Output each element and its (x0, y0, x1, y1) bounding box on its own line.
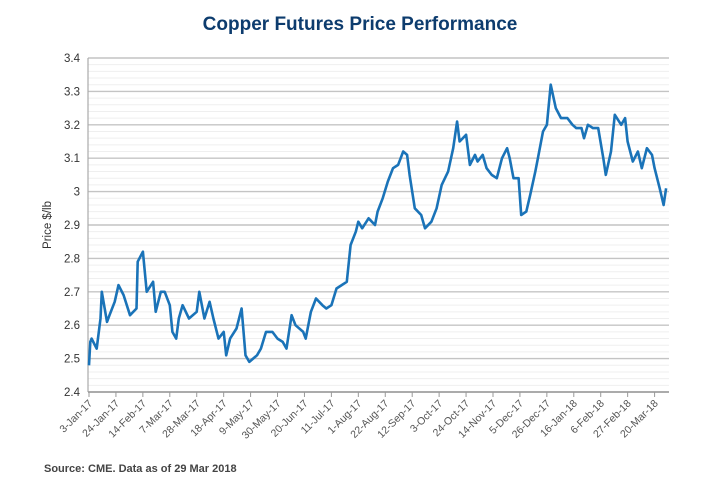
y-tick-label: 3.4 (64, 53, 81, 65)
source-note: Source: CME. Data as of 29 Mar 2018 (44, 463, 237, 475)
chart-title: Copper Futures Price Performance (202, 14, 518, 35)
series-line (87, 83, 668, 366)
y-tick-label: 2.4 (64, 387, 81, 399)
x-axis: 3-Jan-1724-Jan-1714-Feb-177-Mar-1728-Mar… (57, 391, 669, 442)
y-axis-label: Price $/lb (42, 201, 54, 249)
y-tick-label: 2.8 (64, 253, 80, 265)
y-axis: 2.4 2.5 2.6 2.7 2.8 2.9 3 3.1 3.2 3.3 3.4 (64, 53, 89, 399)
y-tick-label: 3.1 (64, 153, 80, 165)
y-tick-label: 2.5 (64, 354, 80, 366)
gridlines (88, 57, 669, 393)
y-tick-label: 2.6 (64, 320, 80, 332)
y-tick-label: 3.3 (64, 86, 80, 98)
y-tick-label: 2.9 (64, 220, 80, 232)
y-tick-label: 3.2 (64, 120, 80, 132)
y-tick-label: 3 (74, 187, 80, 199)
y-tick-label: 2.7 (64, 287, 80, 299)
